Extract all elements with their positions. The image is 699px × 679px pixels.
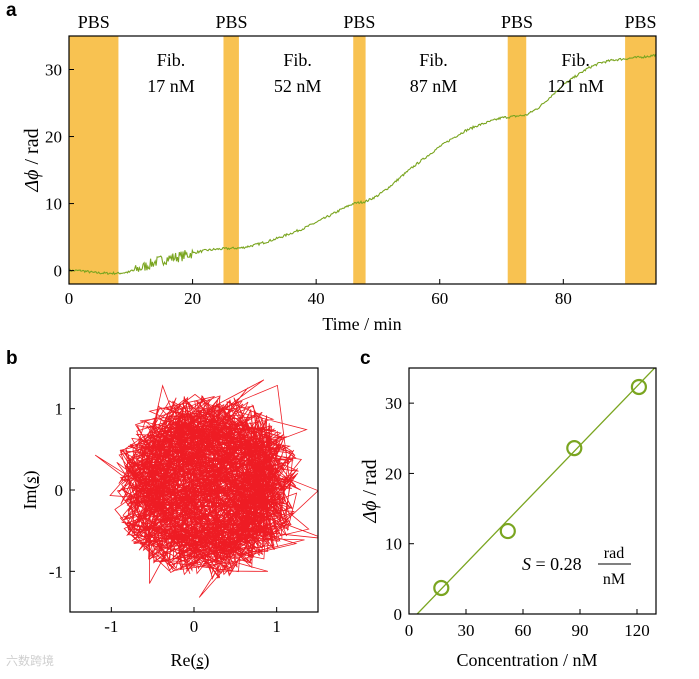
- trace-path: [68, 53, 657, 276]
- fib-label-line2: 52 nM: [274, 76, 322, 96]
- y-tick-label: 0: [54, 262, 63, 281]
- y-tick-label: 1: [55, 400, 64, 419]
- annotation-numerator: rad: [604, 545, 624, 562]
- y-tick-label: 0: [55, 481, 64, 500]
- pbs-band-1: [223, 36, 239, 284]
- pbs-bands: [69, 36, 656, 284]
- pbs-label: PBS: [78, 12, 110, 32]
- pbs-label: PBS: [343, 12, 375, 32]
- data-point: [566, 440, 583, 457]
- fib-label-line1: Fib.: [561, 50, 590, 70]
- data-point: [499, 522, 516, 540]
- panel-a-ylabel: Δϕ / rad: [21, 128, 43, 192]
- fit-line-path: [416, 368, 656, 614]
- panel-b-xlabel-pre: Re(: [170, 650, 196, 671]
- panel-b-ylabel-post: ): [20, 470, 41, 476]
- panel-c-ylabel-symbol: Δϕ: [359, 501, 381, 524]
- pbs-band-3: [507, 36, 527, 284]
- y-tick-label: 30: [45, 61, 62, 80]
- x-tick-label: 80: [555, 289, 572, 308]
- y-tick-label: 0: [394, 605, 403, 624]
- panel-a-ylabel-unit: / rad: [21, 128, 43, 169]
- ring-path: [94, 379, 318, 598]
- trace-line: [68, 53, 657, 276]
- fib-label-line1: Fib.: [157, 50, 186, 70]
- x-tick-label: -1: [104, 617, 118, 636]
- pbs-label: PBS: [501, 12, 533, 32]
- panel-b-ylabel-sym: s: [20, 476, 40, 483]
- x-tick-label: 120: [624, 621, 650, 640]
- x-tick-label: 0: [405, 621, 414, 640]
- panel-b-xlabel-post: ): [204, 650, 210, 671]
- panel-b-letter: b: [6, 348, 18, 369]
- x-tick-label: 60: [515, 621, 532, 640]
- pbs-band-4: [625, 36, 656, 284]
- panel-a: a 0 20 40 60 80 0 10 20 30 PBS PBS PBS PBS PBS Fib. 1…: [6, 0, 657, 334]
- fib-label-line2: 17 nM: [147, 76, 195, 96]
- panel-c-frame: [408, 367, 657, 615]
- panel-b-ylabel: Im(s): [20, 470, 41, 509]
- panel-c-ylabel: Δϕ / rad: [359, 459, 381, 523]
- annotation-denominator: nM: [603, 571, 625, 588]
- annotation-lhs: S = 0.28: [522, 554, 582, 574]
- pbs-labels: PBS PBS PBS PBS PBS: [78, 12, 657, 32]
- panel-b-xlabel: Re(s): [170, 650, 209, 671]
- y-tick-label: 20: [45, 128, 62, 147]
- watermark: 六数跨境: [6, 654, 55, 668]
- x-tick-label: 30: [458, 621, 475, 640]
- fib-label-line1: Fib.: [419, 50, 448, 70]
- panel-b-ylabel-pre: Im(: [20, 484, 41, 510]
- panel-c-ticks: 0 30 60 90 120 0 10 20 30: [385, 394, 650, 640]
- y-tick-label: 10: [45, 195, 62, 214]
- x-tick-label: 40: [308, 289, 325, 308]
- fit-line: [416, 368, 656, 614]
- pbs-band-2: [353, 36, 366, 284]
- x-tick-label: 0: [65, 289, 74, 308]
- annotation-symbol: S: [522, 554, 531, 574]
- x-tick-label: 20: [184, 289, 201, 308]
- panel-b: b -1 0 1-101 Re(s) Im(s): [6, 348, 319, 671]
- x-tick-label: 0: [190, 617, 199, 636]
- y-tick-label: -1: [49, 562, 63, 581]
- data-points: [433, 378, 648, 597]
- fib-label-line1: Fib.: [283, 50, 312, 70]
- x-tick-label: 90: [572, 621, 589, 640]
- pbs-band-0: [69, 36, 119, 284]
- fib-labels: Fib. 17 nM Fib. 52 nM Fib. 87 nM Fib. 121 nM: [147, 50, 604, 96]
- panel-b-ticks: -1 0 1 -1 0 1: [49, 400, 281, 636]
- panel-a-ylabel-symbol: Δϕ: [21, 170, 43, 193]
- panel-c-xlabel: Concentration / nM: [457, 650, 598, 670]
- panel-a-frame: [68, 35, 657, 285]
- panel-c-letter: c: [360, 348, 371, 369]
- x-tick-label: 1: [272, 617, 281, 636]
- complex-trajectory: [94, 379, 318, 598]
- panel-c: c 0 30 60 90 120 0 10 20 30 Concentration / nM Δ…: [359, 348, 657, 670]
- panel-a-letter: a: [6, 0, 17, 21]
- pbs-label: PBS: [215, 12, 247, 32]
- x-tick-label: 60: [431, 289, 448, 308]
- panel-a-ticks: 0 20 40 60 80 0 10 20 30: [45, 61, 572, 308]
- y-tick-label: 10: [385, 535, 402, 554]
- panel-b-xlabel-sym: s: [196, 650, 203, 670]
- y-tick-label: 30: [385, 394, 402, 413]
- data-point: [433, 579, 450, 597]
- y-tick-label: 20: [385, 464, 402, 483]
- annotation-eq: = 0.28: [531, 554, 582, 574]
- fib-label-line2: 87 nM: [410, 76, 458, 96]
- fib-label-line2: 121 nM: [547, 76, 604, 96]
- sensitivity-annotation: S = 0.28 rad nM: [522, 545, 631, 588]
- pbs-label: PBS: [625, 12, 657, 32]
- panel-c-ylabel-unit: / rad: [359, 459, 381, 500]
- panel-a-xlabel: Time / min: [322, 314, 401, 334]
- data-point: [630, 378, 648, 396]
